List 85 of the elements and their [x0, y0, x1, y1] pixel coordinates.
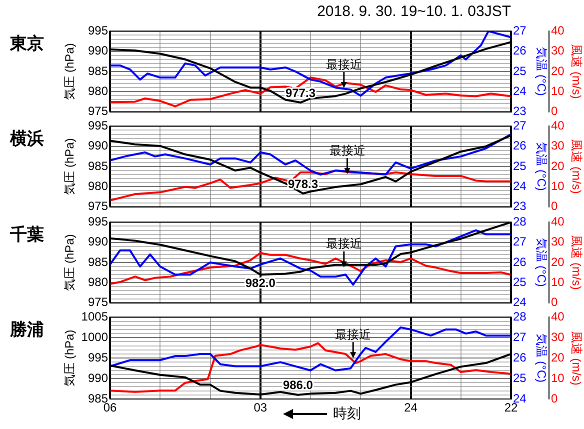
y2-tick-label: 25	[513, 274, 527, 289]
y2-tick-label: 25	[513, 370, 527, 385]
y-tick-label: 990	[88, 234, 108, 248]
annotation: 最接近	[326, 236, 362, 250]
y-tick-label: 1005	[81, 309, 108, 324]
y3-tick-label: 40	[551, 309, 565, 324]
annotation: 最接近	[335, 327, 372, 342]
y-tick-label: 985	[88, 254, 108, 268]
y3-tick-label: 30	[551, 138, 565, 153]
y2-tick-label: 28	[513, 214, 527, 228]
y2-tick-label: 25	[513, 64, 527, 78]
y3-tick-label: 30	[551, 234, 565, 248]
y2-tick-label: 28	[513, 309, 527, 324]
y3-tick-label: 40	[551, 118, 565, 133]
y2-tick-label: 25	[513, 159, 527, 174]
y3-axis-title: 風速 (m/s)	[569, 44, 584, 99]
y2-tick-label: 24	[513, 294, 527, 309]
y2-axis-title: 気温 (°C)	[534, 238, 548, 286]
y3-tick-label: 30	[551, 330, 565, 344]
y-tick-label: 990	[88, 138, 108, 153]
y-axis-title: 気圧 (hPa)	[62, 43, 77, 100]
y2-tick-label: 23	[513, 104, 527, 118]
y2-tick-label: 27	[513, 24, 527, 38]
annotation: 977.3	[285, 86, 316, 100]
y2-tick-label: 24	[513, 179, 527, 194]
y2-tick-label: 27	[513, 330, 527, 344]
y3-tick-label: 10	[551, 370, 565, 385]
y-tick-label: 1000	[81, 330, 108, 344]
text: 2018. 9. 30. 19~10. 1. 03JST	[317, 3, 511, 20]
y2-axis-title: 気温 (°C)	[534, 47, 548, 96]
y-tick-label: 985	[88, 64, 108, 78]
y-tick-label: 980	[88, 84, 108, 98]
y-axis-title: 気圧 (hPa)	[62, 330, 77, 386]
y3-tick-label: 20	[551, 254, 565, 268]
annotation: 978.3	[288, 177, 318, 192]
chart-title: 千葉	[10, 224, 44, 246]
y2-tick-label: 27	[513, 118, 527, 133]
y-tick-label: 995	[88, 350, 108, 364]
y3-tick-label: 20	[551, 350, 565, 364]
y3-axis-title: 風速 (m/s)	[569, 330, 584, 386]
y3-tick-label: 0	[551, 104, 558, 118]
y2-tick-label: 26	[513, 254, 527, 268]
y-tick-label: 990	[88, 370, 108, 385]
y-tick-label: 990	[88, 44, 108, 58]
annotation: 986.0	[282, 378, 314, 392]
chart-title: 勝浦	[10, 318, 44, 341]
y3-tick-label: 0	[551, 294, 558, 309]
chart-title: 横浜	[10, 128, 44, 150]
y3-tick-label: 0	[551, 391, 558, 406]
y3-tick-label: 0	[551, 199, 558, 214]
y3-tick-label: 30	[551, 44, 565, 58]
y-tick-label: 985	[88, 159, 108, 174]
x-tick-label: 24	[404, 400, 418, 414]
y2-axis-title: 気温 (°C)	[534, 142, 548, 192]
y-tick-label: 975	[88, 294, 108, 309]
y3-tick-label: 10	[551, 274, 565, 289]
y2-tick-label: 27	[513, 234, 527, 248]
annotation: 最接近	[329, 144, 366, 158]
y-tick-label: 995	[88, 24, 108, 38]
y3-tick-label: 10	[551, 84, 565, 98]
y-axis-title: 気圧 (hPa)	[62, 234, 77, 290]
y-axis-title: 気圧 (hPa)	[62, 138, 77, 196]
y-tick-label: 995	[88, 214, 108, 228]
y3-tick-label: 10	[551, 179, 565, 194]
chart-title: 東京	[10, 33, 44, 55]
y-tick-label: 975	[88, 199, 108, 214]
x-tick-label: 03	[254, 400, 268, 414]
y2-tick-label: 26	[513, 350, 527, 364]
y2-tick-label: 26	[513, 44, 527, 58]
y3-tick-label: 40	[551, 24, 565, 38]
y-tick-label: 980	[88, 179, 108, 194]
annotation: 最接近	[326, 57, 362, 72]
x-axis-title: 時刻	[333, 404, 361, 423]
y2-tick-label: 23	[513, 199, 527, 214]
y2-tick-label: 26	[513, 138, 527, 153]
y3-tick-label: 20	[551, 64, 565, 78]
y3-tick-label: 40	[551, 214, 565, 228]
y-tick-label: 980	[88, 274, 108, 289]
y2-axis-title: 気温 (°C)	[534, 334, 548, 382]
y3-axis-title: 風速 (m/s)	[569, 139, 584, 194]
y-tick-label: 995	[88, 118, 108, 133]
y2-tick-label: 24	[513, 84, 527, 98]
y3-tick-label: 20	[551, 159, 565, 174]
y3-axis-title: 風速 (m/s)	[569, 234, 584, 290]
y-tick-label: 975	[88, 104, 108, 118]
